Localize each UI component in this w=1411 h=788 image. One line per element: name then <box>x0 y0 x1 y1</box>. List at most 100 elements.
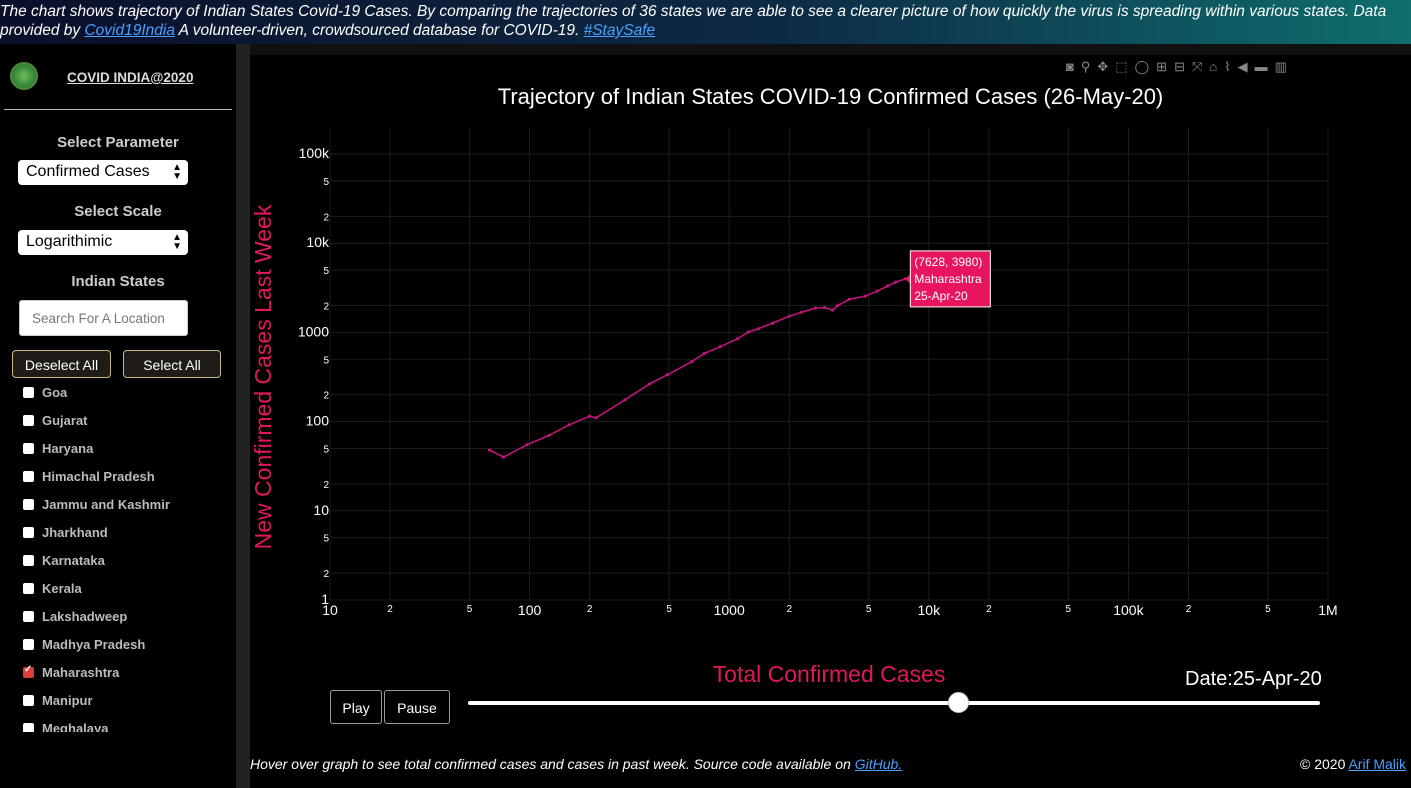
y-tick-label: 10 <box>313 502 329 518</box>
state-item-jharkhand[interactable]: Jharkhand <box>23 525 108 545</box>
indian-states-label: Indian States <box>71 273 165 290</box>
state-label: Manipur <box>42 693 93 708</box>
banner-line-2: provided by Covid19India A volunteer-dri… <box>0 21 1411 40</box>
data-point <box>735 337 740 341</box>
state-checkbox[interactable] <box>23 443 34 455</box>
select-arrows-icon: ▲ ▼ <box>172 162 182 182</box>
y-tick-label: 1000 <box>298 323 329 339</box>
staysafe-link[interactable]: #StaySafe <box>583 22 656 39</box>
github-link[interactable]: GitHub. <box>854 756 903 772</box>
scale-select[interactable]: Logarithimic ▲ ▼ <box>18 230 188 255</box>
data-point <box>690 360 694 364</box>
lasso-icon[interactable]: ◯ <box>1134 59 1150 74</box>
state-checkbox[interactable] <box>23 583 34 595</box>
state-checkbox[interactable] <box>23 415 34 427</box>
data-point <box>525 443 529 447</box>
brand-link[interactable]: COVID INDIA@2020 <box>67 70 194 85</box>
state-label: Karnataka <box>42 553 105 568</box>
location-search-input[interactable]: Search For A Location <box>19 300 188 336</box>
data-point <box>567 423 571 427</box>
state-item-maharashtra[interactable]: Maharashtra <box>23 664 120 685</box>
date-slider-handle[interactable] <box>947 692 969 713</box>
state-label: Jammu and Kashmir <box>42 497 170 512</box>
plot-area[interactable] <box>250 55 1411 753</box>
parameter-select-value: Confirmed Cases <box>26 163 150 180</box>
state-item-goa[interactable]: Goa <box>23 385 67 405</box>
box-select-icon[interactable]: ⬚ <box>1115 59 1128 74</box>
hover-closest-icon[interactable]: ◀ <box>1237 59 1248 74</box>
state-list: Goa Gujarat Haryana Himachal Pradesh Jammu a… <box>0 380 236 732</box>
zoom-in-icon[interactable]: ⊞ <box>1156 59 1168 74</box>
state-label: Goa <box>42 385 68 400</box>
state-checkbox[interactable] <box>23 611 34 623</box>
state-checkbox[interactable] <box>23 555 34 567</box>
footer-text: Hover over graph to see total confirmed … <box>250 756 855 772</box>
x-tick-label: 2 <box>787 604 793 615</box>
state-checkbox[interactable] <box>23 695 34 707</box>
author-link[interactable]: Arif Malik <box>1348 756 1407 772</box>
data-point <box>836 303 840 308</box>
state-checkbox[interactable] <box>23 527 34 539</box>
state-label: Meghalaya <box>42 721 109 732</box>
x-tick-label: 100k <box>1113 602 1144 618</box>
state-item-karnataka[interactable]: Karnataka <box>23 553 105 573</box>
reset-axes-icon[interactable]: ⌂ <box>1209 59 1218 74</box>
data-point <box>623 398 627 402</box>
state-checkbox[interactable] <box>23 723 34 732</box>
x-tick-label: 5 <box>866 604 872 615</box>
state-checkbox[interactable] <box>23 664 34 679</box>
copyright-text: © 2020 <box>1300 756 1349 772</box>
y-tick-label: 5 <box>323 444 329 455</box>
state-item-himachal-pradesh[interactable]: Himachal Pradesh <box>23 469 155 489</box>
banner-line-1: The chart shows trajectory of Indian Sta… <box>0 3 1387 20</box>
hover-compare-icon[interactable]: ▬ <box>1254 59 1268 74</box>
play-button[interactable]: Play <box>330 690 382 724</box>
footer-note: Hover over graph to see total confirmed … <box>250 756 902 772</box>
pan-icon[interactable]: ✥ <box>1097 59 1109 74</box>
x-tick-label: 1M <box>1318 602 1337 618</box>
state-item-manipur[interactable]: Manipur <box>23 693 93 713</box>
data-point <box>831 308 835 312</box>
y-tick-label: 5 <box>323 177 329 188</box>
deselect-all-button[interactable]: Deselect All <box>12 350 111 378</box>
state-label: Maharashtra <box>42 665 120 680</box>
state-item-gujarat[interactable]: Gujarat <box>23 413 88 433</box>
state-checkbox[interactable] <box>23 499 34 511</box>
autoscale-icon[interactable]: ⤧ <box>1191 59 1203 74</box>
date-slider-track[interactable] <box>468 701 1320 705</box>
state-checkbox[interactable] <box>23 471 34 483</box>
state-label: Haryana <box>42 441 94 456</box>
plotly-logo-icon[interactable]: ▥ <box>1274 59 1287 74</box>
state-item-haryana[interactable]: Haryana <box>23 441 93 461</box>
current-date-label: Date:25-Apr-20 <box>1185 668 1322 690</box>
data-point <box>547 433 551 438</box>
state-item-lakshadweep[interactable]: Lakshadweep <box>23 609 127 629</box>
x-axis-title: Total Confirmed Cases <box>713 661 946 687</box>
zoom-out-icon[interactable]: ⊟ <box>1174 59 1185 74</box>
state-item-madhya-pradesh[interactable]: Madhya Pradesh <box>23 637 145 657</box>
pause-button[interactable]: Pause <box>384 690 450 724</box>
state-item-kerala[interactable]: Kerala <box>23 581 82 601</box>
scroll-gutter <box>236 44 250 788</box>
data-point <box>487 448 492 452</box>
select-all-button[interactable]: Select All <box>123 350 221 378</box>
state-checkbox[interactable] <box>23 639 34 651</box>
data-point <box>594 416 598 420</box>
footer <box>250 753 1411 788</box>
parameter-select[interactable]: Confirmed Cases ▲ ▼ <box>18 160 188 185</box>
state-checkbox[interactable] <box>23 387 34 399</box>
data-point <box>501 455 506 459</box>
spike-lines-icon[interactable]: ⌇ <box>1224 59 1231 74</box>
y-tick-label: 5 <box>323 266 329 277</box>
x-tick-label: 2 <box>986 604 992 615</box>
state-item-meghalaya[interactable]: Meghalaya <box>23 721 108 732</box>
tooltip-line-1: (7628, 3980) <box>914 255 982 269</box>
select-arrows-icon: ▲ ▼ <box>172 232 182 252</box>
zoom-icon[interactable]: ⚲ <box>1080 59 1091 74</box>
state-item-jammu-and-kashmir[interactable]: Jammu and Kashmir <box>23 497 170 517</box>
hover-tooltip <box>909 250 991 308</box>
select-scale-label: Select Scale <box>74 203 162 220</box>
covid19india-link[interactable]: Covid19India <box>84 22 175 39</box>
camera-icon[interactable]: ◙ <box>1066 59 1074 74</box>
